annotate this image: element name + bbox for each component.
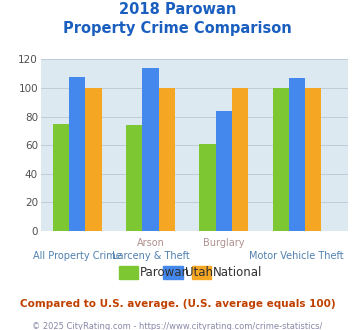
Bar: [126, 125, 142, 231]
Bar: [215, 111, 232, 231]
Text: 2018 Parowan: 2018 Parowan: [119, 2, 236, 16]
Bar: [289, 78, 305, 231]
Text: Larceny & Theft: Larceny & Theft: [111, 251, 189, 261]
Bar: [305, 88, 321, 231]
Bar: [273, 88, 289, 231]
Bar: [69, 77, 86, 231]
Text: Property Crime Comparison: Property Crime Comparison: [63, 21, 292, 36]
Text: All Property Crime: All Property Crime: [33, 251, 122, 261]
Bar: [53, 124, 69, 231]
Bar: [200, 144, 215, 231]
Text: National: National: [213, 266, 262, 279]
Bar: [232, 88, 248, 231]
Text: Arson: Arson: [137, 238, 164, 248]
Text: Burglary: Burglary: [203, 238, 244, 248]
Text: Motor Vehicle Theft: Motor Vehicle Theft: [250, 251, 344, 261]
Text: Utah: Utah: [185, 266, 213, 279]
Text: Parowan: Parowan: [140, 266, 190, 279]
Bar: [159, 88, 175, 231]
Text: Compared to U.S. average. (U.S. average equals 100): Compared to U.S. average. (U.S. average …: [20, 299, 335, 309]
Bar: [142, 68, 159, 231]
Text: © 2025 CityRating.com - https://www.cityrating.com/crime-statistics/: © 2025 CityRating.com - https://www.city…: [32, 322, 323, 330]
Bar: [86, 88, 102, 231]
